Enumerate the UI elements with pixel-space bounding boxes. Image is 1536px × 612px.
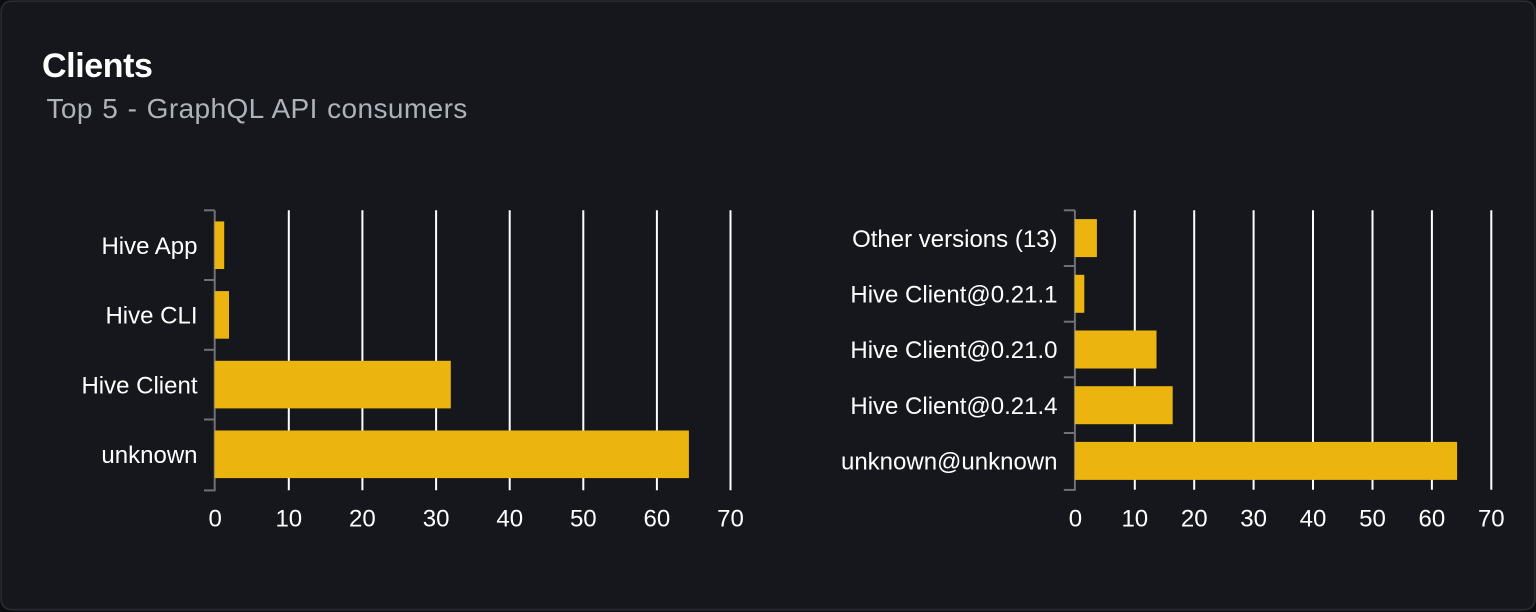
svg-text:60: 60 <box>1419 506 1446 533</box>
svg-text:60: 60 <box>644 506 671 533</box>
svg-text:40: 40 <box>496 506 523 533</box>
svg-text:10: 10 <box>275 506 302 533</box>
svg-text:Hive Client@0.21.0: Hive Client@0.21.0 <box>850 337 1057 364</box>
svg-text:30: 30 <box>423 506 450 533</box>
svg-text:Hive Client@0.21.4: Hive Client@0.21.4 <box>850 393 1057 420</box>
svg-text:Top 5 - GraphQL API consumers: Top 5 - GraphQL API consumers <box>47 93 468 124</box>
svg-text:50: 50 <box>570 506 597 533</box>
svg-text:20: 20 <box>349 506 376 533</box>
svg-text:20: 20 <box>1181 506 1208 533</box>
svg-text:40: 40 <box>1300 506 1327 533</box>
svg-text:50: 50 <box>1359 506 1386 533</box>
svg-text:Hive App: Hive App <box>101 233 197 260</box>
svg-text:Hive Client: Hive Client <box>81 372 197 399</box>
svg-text:Clients: Clients <box>42 47 153 85</box>
svg-text:unknown@unknown: unknown@unknown <box>841 449 1058 476</box>
svg-text:Other versions (13): Other versions (13) <box>852 226 1057 253</box>
svg-text:0: 0 <box>1069 506 1082 533</box>
svg-text:10: 10 <box>1121 506 1148 533</box>
svg-text:Hive Client@0.21.1: Hive Client@0.21.1 <box>850 282 1057 309</box>
svg-text:70: 70 <box>1478 506 1505 533</box>
svg-text:70: 70 <box>717 506 744 533</box>
svg-text:unknown: unknown <box>101 442 197 469</box>
svg-text:Hive CLI: Hive CLI <box>105 303 197 330</box>
svg-text:0: 0 <box>209 506 222 533</box>
svg-text:30: 30 <box>1240 506 1267 533</box>
